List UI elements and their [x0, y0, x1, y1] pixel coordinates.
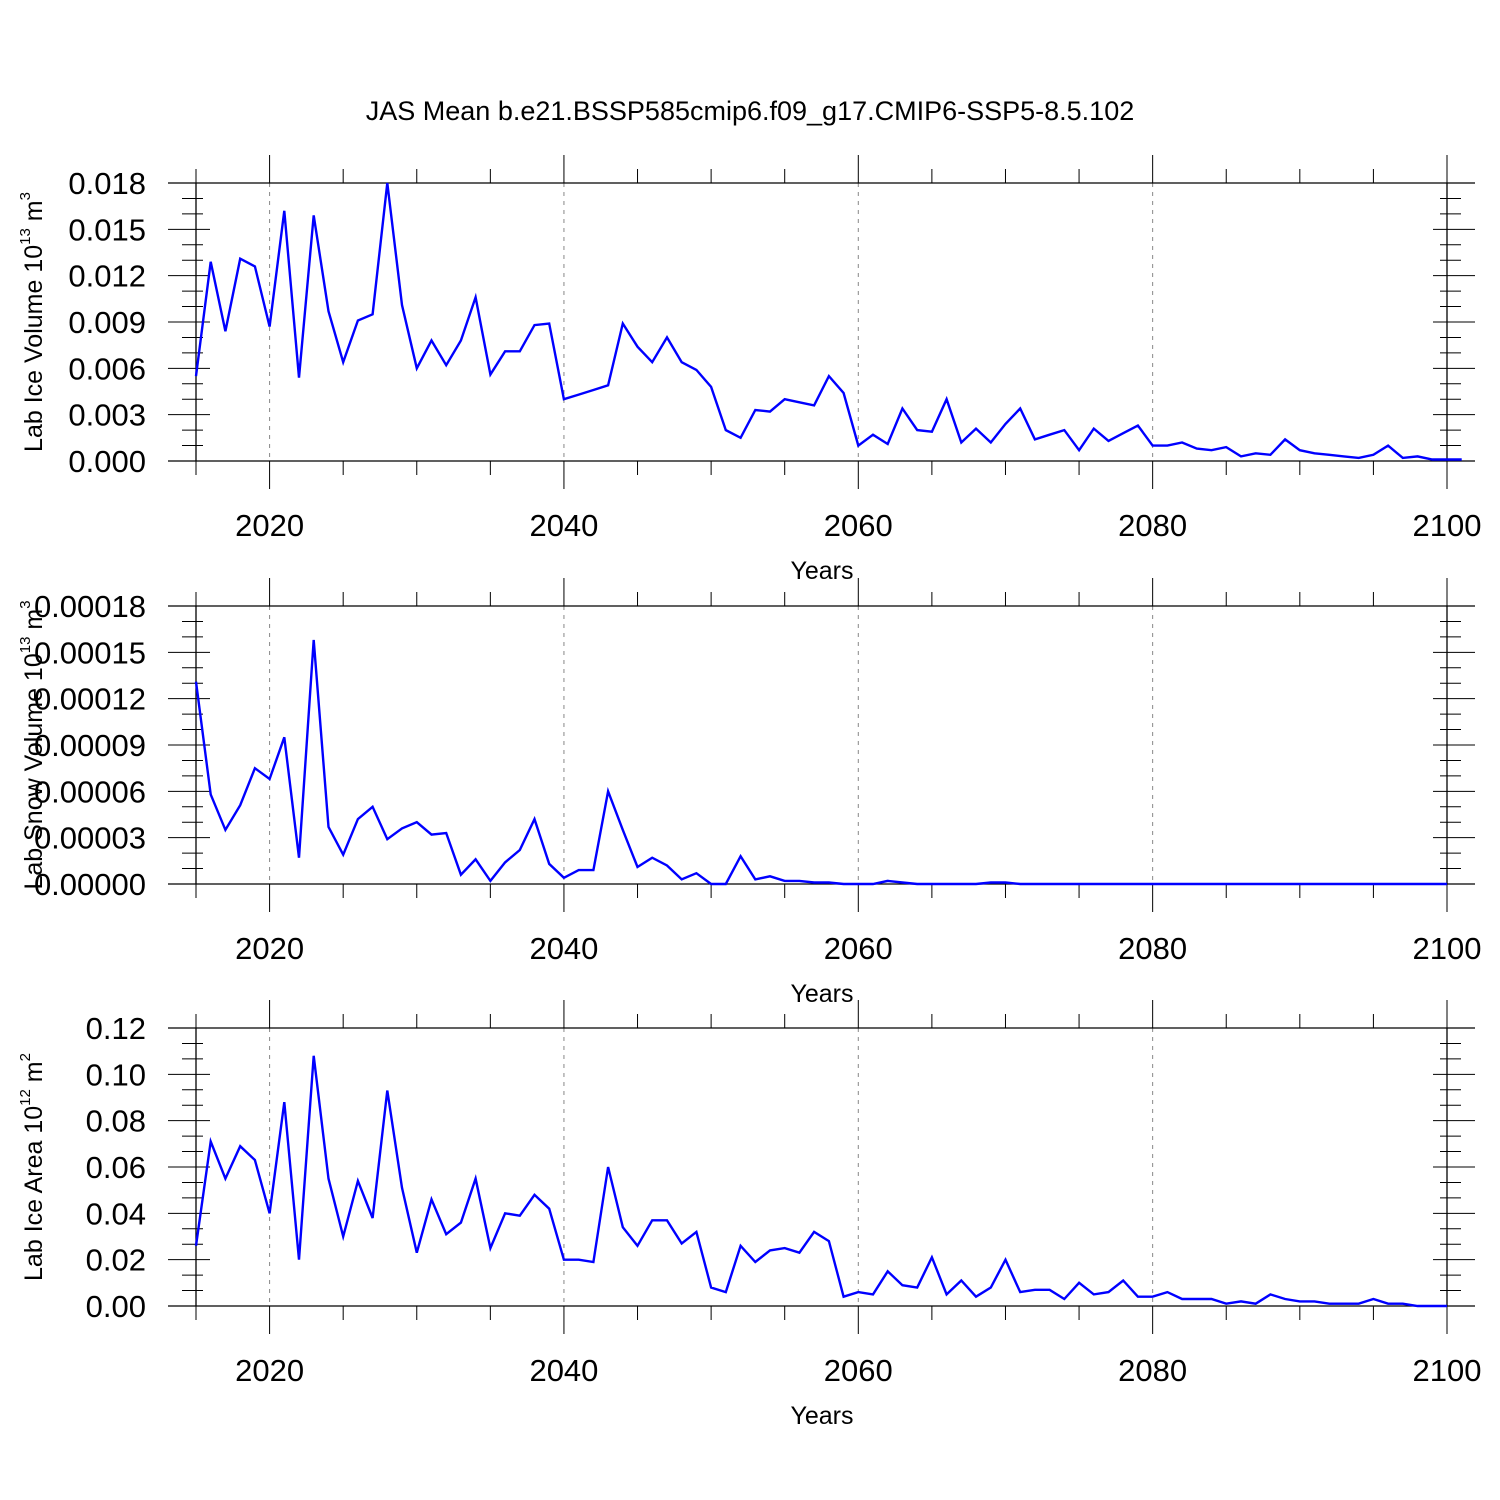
- chart-panel-1: 0.000 0.003 0.006 0.009 0.012 0.015 0.018 2020 2…: [17, 155, 1481, 585]
- y-tick-label: 0.00018: [34, 589, 146, 624]
- y-axis-title: Lab Ice Volume 1013 m3: [17, 192, 48, 452]
- y-tick-label: 0.04: [86, 1196, 146, 1231]
- series-line: [194, 1055, 1447, 1308]
- x-axis-title: Years: [790, 557, 853, 585]
- y-axis-title: Lab Snow Volume 1013 m3: [17, 600, 48, 889]
- y-tick-label: 0.08: [86, 1104, 146, 1139]
- x-axis-title: Years: [790, 980, 853, 1008]
- x-tick-label: 2020: [235, 1353, 304, 1388]
- x-tick-label: 2100: [1413, 508, 1482, 543]
- x-tick-label: 2040: [529, 508, 598, 543]
- y-tick-label: 0.06: [86, 1150, 146, 1185]
- series-line: [194, 182, 1462, 461]
- x-tick-label: 2060: [824, 1353, 893, 1388]
- x-tick-label: 2060: [824, 931, 893, 966]
- y-tick-label: 0.00000: [34, 867, 146, 902]
- y-tick-label: 0.000: [68, 444, 146, 479]
- x-tick-label: 2020: [235, 508, 304, 543]
- y-tick-label: 0.006: [68, 351, 146, 386]
- x-tick-label: 2080: [1118, 931, 1187, 966]
- y-tick-label: 0.003: [68, 398, 146, 433]
- y-tick-label: 0.00006: [34, 774, 146, 809]
- panels: 0.000 0.003 0.006 0.009 0.012 0.015 0.018 2020 2…: [17, 155, 1481, 1430]
- x-axis-title: Years: [790, 1402, 853, 1430]
- x-tick-label: 2080: [1118, 1353, 1187, 1388]
- y-tick-label: 0.10: [86, 1057, 146, 1092]
- chart-panel-2: 0.00000 0.00003 0.00006 0.00009 0.00012 0.000…: [17, 578, 1481, 1008]
- y-tick-label: 0.02: [86, 1243, 146, 1278]
- y-tick-label: 0.00003: [34, 821, 146, 856]
- y-tick-label: 0.00: [86, 1289, 146, 1324]
- series-line: [194, 639, 1447, 886]
- x-tick-label: 2100: [1413, 1353, 1482, 1388]
- y-tick-label: 0.12: [86, 1011, 146, 1046]
- x-tick-label: 2100: [1413, 931, 1482, 966]
- x-tick-label: 2020: [235, 931, 304, 966]
- y-tick-label: 0.018: [68, 166, 146, 201]
- y-tick-label: 0.00015: [34, 635, 146, 670]
- y-axis-title: Lab Ice Area 1012 m2: [17, 1053, 48, 1281]
- x-tick-label: 2040: [529, 1353, 598, 1388]
- y-tick-label: 0.015: [68, 212, 146, 247]
- figure-title: JAS Mean b.e21.BSSP585cmip6.f09_g17.CMIP…: [366, 96, 1134, 126]
- x-tick-label: 2040: [529, 931, 598, 966]
- y-tick-label: 0.012: [68, 259, 146, 294]
- chart-panel-3: 0.00 0.02 0.04 0.06 0.08 0.10 0.12 2020 2040 2060…: [17, 1000, 1481, 1430]
- y-tick-label: 0.00009: [34, 728, 146, 763]
- x-tick-label: 2080: [1118, 508, 1187, 543]
- y-tick-label: 0.00012: [34, 682, 146, 717]
- x-tick-label: 2060: [824, 508, 893, 543]
- y-tick-label: 0.009: [68, 305, 146, 340]
